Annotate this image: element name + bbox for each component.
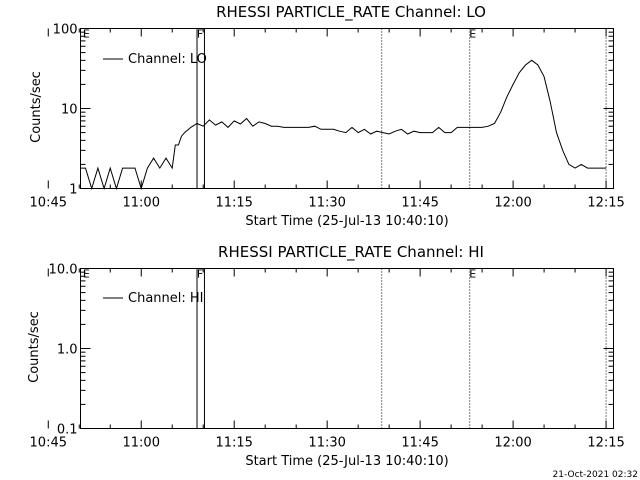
lo-legend-label: Channel: LO (128, 52, 207, 67)
lo-flag-label: E (83, 28, 90, 41)
lo-series (81, 59, 607, 191)
hi-y-axis-label: Counts/sec (27, 311, 42, 383)
lo-x-tick-label: 12:15 (587, 196, 624, 211)
lo-chart-title: RHESSI PARTICLE_RATE Channel: LO (216, 3, 486, 22)
hi-flag-label: F (197, 268, 203, 281)
hi-x-tick-label: 11:45 (401, 436, 438, 451)
lo-series-line (81, 59, 607, 191)
lo-x-tick-label: 11:45 (401, 196, 438, 211)
lo-y-tick-label: 1 (69, 183, 77, 198)
footer-timestamp: 21-Oct-2021 02:32 (553, 470, 638, 480)
hi-flag-label: E (469, 268, 476, 281)
hi-x-axis-label: Start Time (25-Jul-13 10:40:10) (245, 454, 448, 469)
hi-x-tick-label: 12:00 (494, 436, 531, 451)
lo-flag-label: F (197, 28, 203, 41)
hi-x-tick-label: 11:30 (308, 436, 345, 451)
hi-y-tick-label: 10.0 (49, 263, 78, 278)
hi-plot-frame (80, 268, 614, 429)
hi-channel-panel: RHESSI PARTICLE_RATE Channel: HI Counts/… (27, 243, 625, 469)
lo-y-tick-label: 10 (61, 103, 78, 118)
lo-y-tick-label: 100 (53, 23, 78, 38)
hi-chart-title: RHESSI PARTICLE_RATE Channel: HI (218, 243, 484, 262)
lo-plot-frame (80, 28, 614, 189)
hi-x-tick-label: 11:00 (123, 436, 160, 451)
lo-x-tick-label: 11:30 (308, 196, 345, 211)
hi-ticks: 10:45 11:00 11:15 11:30 11:45 12:00 12:15 0.1 1.… (30, 263, 625, 451)
lo-flag-label: E (469, 28, 476, 41)
lo-x-tick-label: 11:00 (123, 196, 160, 211)
lo-x-axis-label: Start Time (25-Jul-13 10:40:10) (245, 214, 448, 229)
lo-x-tick-label: 12:00 (494, 196, 531, 211)
hi-legend-label: Channel: HI (128, 291, 204, 306)
hi-x-tick-label: 12:15 (587, 436, 624, 451)
lo-ticks: 10:45 11:00 11:15 11:30 11:45 12:00 12:15 1 10 10… (30, 23, 625, 211)
lo-y-axis-label: Counts/sec (29, 71, 44, 143)
hi-x-tick-label: 10:45 (30, 436, 67, 451)
lo-x-tick-label: 10:45 (30, 196, 67, 211)
hi-y-tick-label: 1.0 (57, 343, 78, 358)
hi-legend: Channel: HI (103, 291, 204, 306)
hi-flag-label: E (83, 268, 90, 281)
hi-y-tick-label: 0.1 (57, 423, 78, 438)
lo-x-tick-label: 11:15 (215, 196, 252, 211)
lo-channel-panel: RHESSI PARTICLE_RATE Channel: LO Counts/… (29, 3, 625, 229)
hi-x-tick-label: 11:15 (215, 436, 252, 451)
lo-legend: Channel: LO (103, 52, 207, 67)
